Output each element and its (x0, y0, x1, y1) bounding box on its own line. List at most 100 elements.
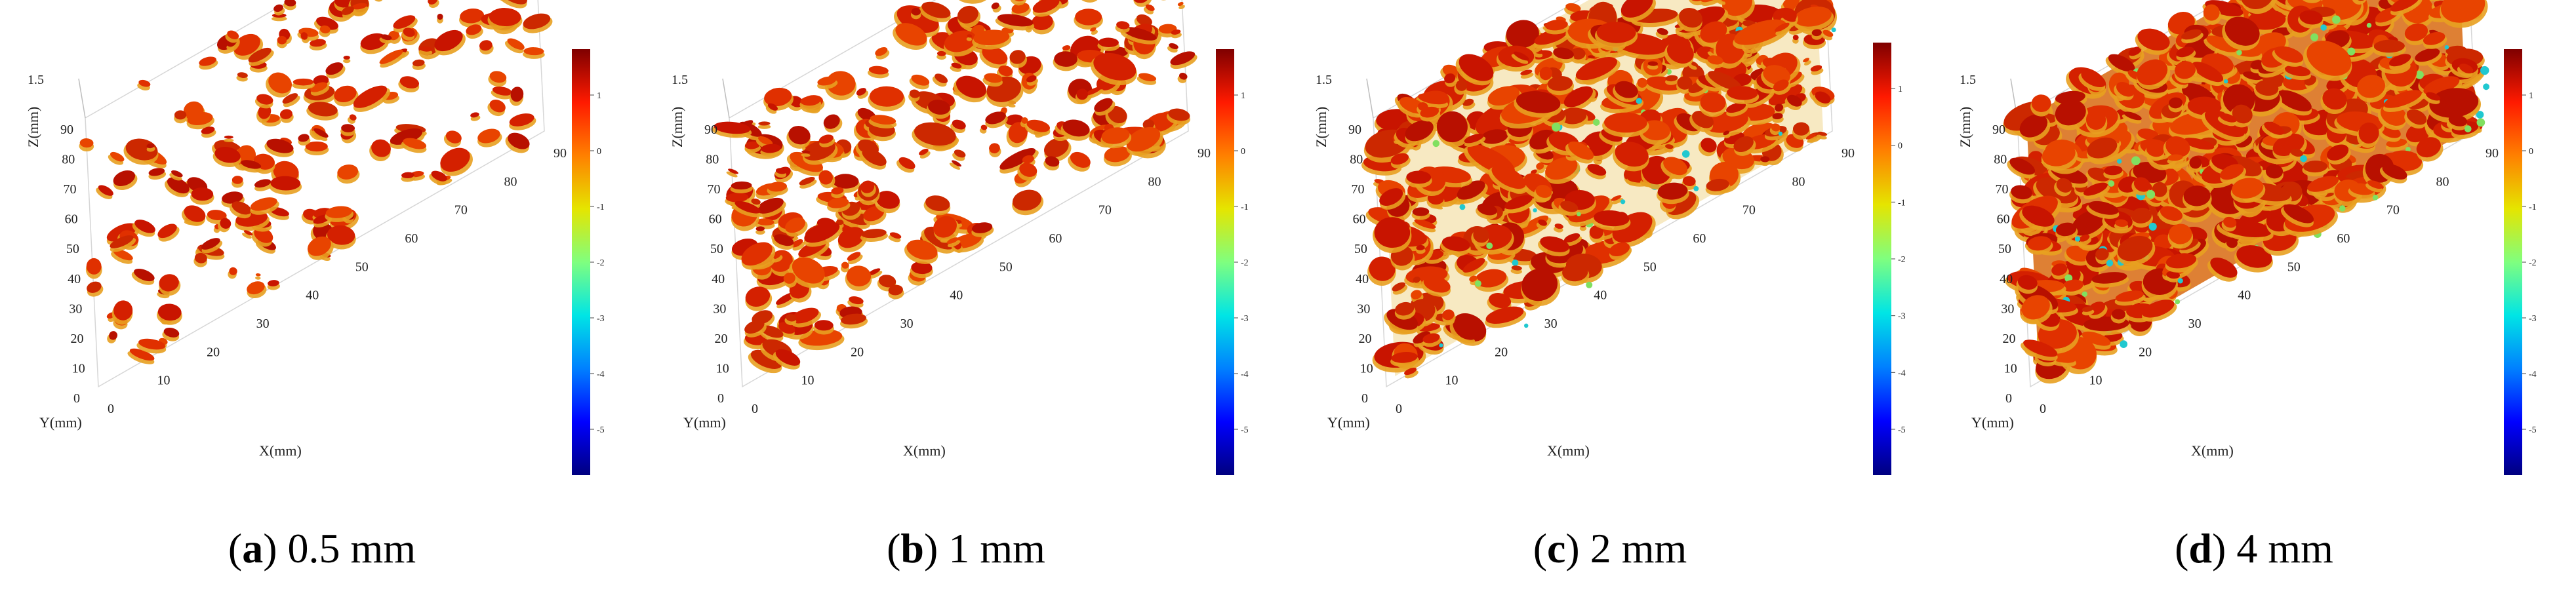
y-tick-label: 60 (1997, 212, 2010, 227)
panel-a: 0 10 20 30 40 50 60 70 80 90 0 10 20 30 40 50 60 70 80 90 X(… (0, 0, 644, 601)
plot-box (78, 0, 545, 388)
y-tick-label: 30 (69, 301, 82, 316)
y-tick-label: 70 (1351, 182, 1364, 197)
colorbar-tick-label: 1 (597, 91, 601, 101)
y-tick-label: 10 (2004, 361, 2017, 376)
y-tick-label: 60 (65, 212, 78, 227)
colorbar: 1 0 -1 -2 -3 -4 -5 (572, 49, 605, 475)
x-axis-label: X(mm) (259, 442, 302, 459)
y-axis-label: Y(mm) (1971, 414, 2014, 431)
x-tick-label: 50 (999, 260, 1013, 274)
x-axis-label: X(mm) (1547, 442, 1590, 459)
caption-b: (b) 1 mm (887, 525, 1045, 572)
surface-particles (1361, 0, 1838, 379)
axis-ticks: 0 10 20 30 40 50 60 70 80 90 0 10 20 30 40 50 60 70 80 90 (60, 123, 567, 416)
surface-plot-a: 01020304050607080900102030405060708090X(… (25, 0, 605, 475)
z-tick-label: 1.5 (28, 73, 44, 87)
x-tick-label: 20 (207, 345, 220, 359)
y-axis-label: Y(mm) (683, 414, 726, 431)
y-tick-label: 70 (1995, 182, 2008, 197)
y-tick-label: 0 (717, 391, 724, 406)
x-tick-label: 80 (504, 174, 517, 189)
y-tick-label: 60 (709, 212, 722, 227)
x-tick-label: 50 (355, 260, 369, 274)
y-tick-label: 0 (2005, 391, 2012, 406)
x-tick-label: 20 (851, 345, 864, 359)
x-axis-label: X(mm) (2191, 442, 2234, 459)
axis-ticks: 0 10 20 30 40 50 60 70 80 90 0 10 20 30 40 50 60 70 80 90 (1348, 123, 1855, 416)
y-tick-label: 80 (62, 153, 75, 167)
x-tick-label: 40 (2238, 288, 2251, 303)
colorbar-tick-label: -5 (1898, 425, 1906, 435)
colorbar-tick-label: -4 (1241, 370, 1249, 379)
y-tick-label: 30 (2001, 301, 2014, 316)
y-tick-label: 80 (1994, 153, 2007, 167)
x-tick-label: 30 (1544, 317, 1558, 331)
x-tick-label: 0 (2040, 402, 2046, 416)
colorbar-tick-label: 0 (1898, 142, 1902, 151)
y-tick-label: 20 (715, 332, 728, 346)
x-tick-label: 40 (1594, 288, 1607, 303)
x-tick-label: 0 (108, 402, 114, 416)
z-axis-label: Z(mm) (669, 107, 685, 147)
x-tick-label: 20 (1495, 345, 1508, 359)
y-tick-label: 40 (68, 272, 81, 286)
y-tick-label: 0 (73, 391, 80, 406)
x-tick-label: 30 (2188, 317, 2202, 331)
y-tick-label: 90 (60, 123, 73, 137)
colorbar-tick-label: 0 (597, 147, 601, 157)
x-tick-label: 60 (1049, 231, 1062, 246)
colorbar-tick-label: -5 (2529, 425, 2537, 435)
axis-ticks: 0 10 20 30 40 50 60 70 80 90 0 10 20 30 40 50 60 70 80 90 (1992, 123, 2499, 416)
y-tick-label: 50 (710, 242, 723, 256)
colorbar-tick-label: -2 (1241, 258, 1249, 268)
colorbar-tick-label: -4 (2529, 370, 2537, 379)
x-tick-label: 40 (950, 288, 963, 303)
x-tick-label: 70 (2386, 203, 2400, 218)
x-tick-label: 10 (2089, 374, 2103, 388)
x-tick-label: 90 (1841, 146, 1855, 161)
axis-ticks: 0 10 20 30 40 50 60 70 80 90 0 10 20 30 40 50 60 70 80 90 (704, 123, 1211, 416)
colorbar-tick-label: -2 (1898, 255, 1906, 265)
colorbar-tick-label: 0 (2529, 147, 2533, 157)
colorbar-gradient (572, 49, 590, 475)
x-tick-label: 80 (1148, 174, 1161, 189)
x-tick-label: 70 (454, 203, 468, 218)
y-tick-label: 0 (1361, 391, 1368, 406)
surface-particles (79, 0, 553, 364)
y-tick-label: 50 (66, 242, 79, 256)
x-tick-label: 90 (2485, 146, 2499, 161)
x-tick-label: 70 (1742, 203, 1756, 218)
x-tick-label: 0 (752, 402, 758, 416)
colorbar: 1 0 -1 -2 -3 -4 -5 (1216, 49, 1249, 475)
y-tick-label: 90 (704, 123, 717, 137)
x-tick-label: 60 (2337, 231, 2350, 246)
colorbar-tick-label: -1 (597, 203, 605, 212)
colorbar-tick-label: 1 (2529, 91, 2533, 101)
z-axis-label: Z(mm) (25, 107, 41, 147)
y-tick-label: 10 (1360, 361, 1373, 376)
colorbar-tick-label: -1 (2529, 203, 2537, 212)
x-tick-label: 80 (2436, 174, 2449, 189)
y-tick-label: 50 (1998, 242, 2011, 256)
colorbar-tick-label: -5 (597, 425, 605, 435)
colorbar-tick-label: -4 (1898, 368, 1906, 378)
x-tick-label: 80 (1792, 174, 1805, 189)
y-tick-label: 70 (707, 182, 720, 197)
y-tick-label: 80 (1350, 153, 1363, 167)
y-tick-label: 90 (1992, 123, 2005, 137)
x-tick-label: 50 (2287, 260, 2301, 274)
colorbar: 1 0 -1 -2 -3 -4 -5 (1873, 43, 1906, 475)
colorbar-tick-label: 0 (1241, 147, 1245, 157)
colorbar-tick-label: -3 (1241, 314, 1249, 324)
y-tick-label: 20 (2003, 332, 2016, 346)
surface-plot-b: 01020304050607080900102030405060708090X(… (669, 0, 1249, 475)
y-tick-label: 10 (72, 361, 85, 376)
z-tick-label: 1.5 (1316, 73, 1332, 87)
x-tick-label: 30 (256, 317, 270, 331)
y-tick-label: 80 (706, 153, 719, 167)
y-tick-label: 20 (71, 332, 84, 346)
x-tick-label: 30 (900, 317, 914, 331)
colorbar-gradient (1873, 43, 1891, 475)
x-tick-label: 60 (405, 231, 418, 246)
